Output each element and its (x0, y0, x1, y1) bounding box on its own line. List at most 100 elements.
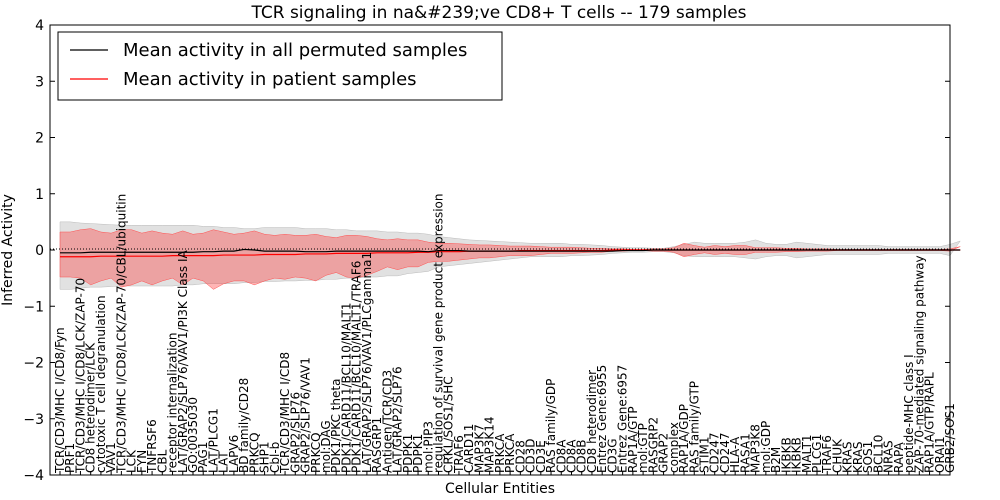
x-category-label: Cbl-b (268, 442, 282, 473)
x-category-label: GRAP2/SLP76/VAV1 (299, 357, 313, 473)
confidence-band-1 (59, 228, 961, 290)
x-category-label: PRKCQ (247, 432, 261, 473)
x-category-label: IKBKB (779, 437, 793, 473)
x-category-label: cytotoxic T cell degranulation (94, 295, 108, 473)
x-category-label: PDK1/CARD11/BCL10/MALT1 (339, 303, 353, 473)
x-category-label: PRKCA (493, 433, 507, 473)
x-category-label: PLCG1 (810, 434, 824, 473)
x-category-label: Entrez Gene:6955 (595, 365, 609, 473)
x-category-label: CD8 heterodimer (585, 370, 599, 473)
x-category-label: CHUK (830, 438, 844, 473)
confidence-bands (59, 221, 961, 290)
x-category-label: TRAF6 (820, 435, 834, 474)
x-category-label: HLA-A (728, 436, 742, 473)
x-category-label: PDPK1 (411, 434, 425, 473)
x-category-label: GRB2/SOS1 (943, 403, 957, 473)
x-category-label: MAP3K8 (749, 424, 763, 473)
x-category-label: PRF1 (63, 443, 77, 473)
x-category-label: RAP1A/GDP (677, 404, 691, 473)
x-category-label: complex (667, 422, 681, 473)
y-tick-label: 3 (35, 74, 44, 90)
x-category-label: ZAP-70-mediated signaling pathway (912, 255, 926, 473)
y-tick-label: 4 (35, 18, 44, 34)
x-category-label: CD8A (554, 439, 568, 473)
x-category-label: BCL10 (871, 435, 885, 473)
x-category-label: NRAS (882, 440, 896, 473)
y-tick-label: −3 (23, 412, 44, 428)
x-category-label: LCK (125, 449, 139, 473)
x-category-label: PDPK1 (401, 434, 415, 473)
chart-title: TCR signaling in na&#239;ve CD8+ T cells… (250, 3, 746, 23)
x-category-label: CD8B (575, 440, 589, 474)
x-category-label: MALT1 (800, 434, 814, 473)
x-category-label: Entrez Gene:6957 (616, 365, 630, 473)
x-category-label: peptide-MHC class I (902, 354, 916, 473)
x-category-label: TCR/CD3/MHC I/CD8/LCK/ZAP-70/CBL/ubiquit… (114, 194, 128, 474)
x-category-label: PDK1/CARD11/BCL10/MALT1/TRAF6 (350, 261, 364, 473)
y-tick-label: −4 (23, 468, 44, 484)
x-category-label: CD247 (718, 432, 732, 473)
x-category-label: CD3G (605, 438, 619, 473)
x-category-label: CD8 heterodimer/LCK (84, 342, 98, 473)
x-category-label: TCR/CD3/MHC I/CD8/LCK/ZAP-70 (73, 278, 87, 474)
y-tick-label: 0 (35, 243, 44, 259)
x-category-label: CD3E (534, 440, 548, 473)
x-category-label: BD family/CD28 (237, 378, 251, 473)
y-tick-label: 1 (35, 187, 44, 203)
x-category-label: PAG1 (196, 442, 210, 473)
x-category-label: mol:PIP3 (421, 421, 435, 473)
x-category-label: RAS family/GDP (544, 379, 558, 473)
x-category-label: ORAI1 (933, 436, 947, 473)
x-category-label: LAT/GRAP2/SLP76/VAV1/PI3K Class IA (176, 249, 190, 473)
x-category-label: RAS family/GTP (687, 381, 701, 473)
x-category-label: RASGRP1 (370, 417, 384, 473)
x-category-label: KRAS (841, 441, 855, 473)
x-category-label: TRAF6 (452, 435, 466, 474)
x-category-label: PRKCA (503, 433, 517, 473)
legend-box (57, 31, 503, 101)
y-tick-label: −1 (23, 299, 44, 315)
x-category-label: STIM1 (697, 437, 711, 473)
x-category-label: MAP3K14 (483, 416, 497, 473)
series-line-0 (60, 248, 961, 254)
x-category-label: CRKL/SOS1/SHC (442, 376, 456, 473)
x-category-label: LAT/GRAP2/SLP76/VAV1/PLCgamma1 (360, 252, 374, 473)
x-category-label: TCR/CD3/MHC I/CD8 (278, 352, 292, 474)
x-category-label: B2M (769, 447, 783, 473)
x-category-label: CD3D (524, 439, 538, 474)
x-category-label: mol:GDP (759, 421, 773, 473)
x-category-label: MAP3K7 (472, 424, 486, 473)
x-category-label: RAPA (892, 441, 906, 473)
x-category-label: GRAP2 (657, 433, 671, 473)
x-category-label: RASA1 (738, 433, 752, 473)
x-category-label: LAT (217, 451, 231, 473)
x-category-label: IKBKB (790, 437, 804, 473)
legend-label-patient: Mean activity in patient samples (123, 69, 417, 90)
legend: Mean activity in all permuted samples Me… (57, 31, 503, 101)
x-category-label: mol:GTP (636, 423, 650, 473)
y-tick-label: 2 (35, 131, 44, 147)
x-category-label: GRAP2/SLP76 (288, 392, 302, 473)
x-category-label: CD8A (564, 439, 578, 473)
x-category-label: RAP1A/GTP (626, 406, 640, 473)
x-category-label: TCR/CD3/MHC I/CD8/Fyn (53, 327, 67, 474)
x-category-label: RASGRP2 (646, 417, 660, 473)
x-category-label: CD247 (708, 432, 722, 473)
y-axis-ticks: −4 −3 −2 −1 0 1 2 3 4 (23, 18, 950, 484)
x-category-label: CD28 (513, 440, 527, 473)
y-tick-label: −2 (23, 356, 44, 372)
legend-label-permuted: Mean activity in all permuted samples (123, 40, 467, 61)
x-category-label: VAV1 (104, 442, 118, 473)
x-category-label: receptor internalization (166, 333, 180, 473)
x-category-label: TNFRSF6 (145, 419, 159, 474)
x-category-label: CARD11 (462, 424, 476, 473)
x-category-label: LAT/PLCG1 (206, 408, 220, 473)
x-category-label: Antigen/TCR/CD3 (380, 370, 394, 473)
x-category-label: SHP1 (258, 441, 272, 473)
x-category-label: SOS1 (861, 441, 875, 473)
x-category-label: GO:0035030 (186, 397, 200, 473)
x-category-label: KRAS (851, 441, 865, 473)
series-lines (60, 248, 961, 258)
